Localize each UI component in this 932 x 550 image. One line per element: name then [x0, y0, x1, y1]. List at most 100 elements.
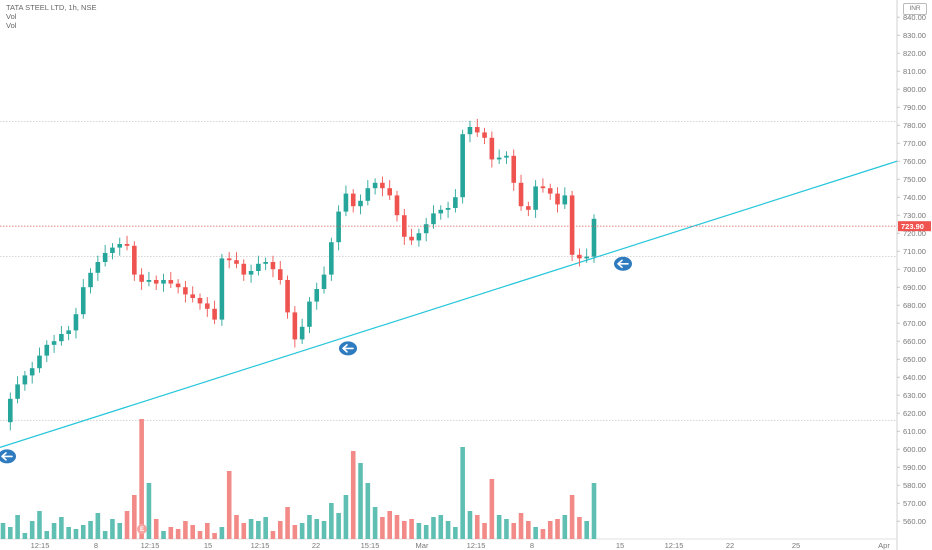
volume-bar: [314, 519, 320, 539]
volume-bar: [197, 531, 203, 539]
volume-bar: [248, 519, 254, 539]
candle-body: [183, 287, 188, 295]
candle-body: [29, 368, 35, 376]
volume-bar: [161, 531, 166, 539]
time-tick-label: 12:15: [251, 541, 270, 550]
volume-bar: [453, 527, 458, 539]
volume-bar: [234, 515, 239, 539]
candle-body: [22, 375, 28, 385]
candle-body: [504, 155, 509, 158]
candle-body: [146, 280, 152, 282]
price-tick-label: 680.00: [903, 301, 926, 310]
candle-body: [219, 258, 225, 320]
price-tick-label: 730.00: [903, 211, 926, 220]
currency-button[interactable]: INR: [903, 3, 927, 15]
candle-body: [292, 312, 298, 340]
candle-body: [526, 206, 531, 210]
volume-bar: [139, 419, 144, 539]
price-tick-label: 640.00: [903, 373, 926, 382]
time-tick-label: 8: [94, 541, 98, 550]
candle-body: [161, 280, 166, 284]
price-tick-label: 690.00: [903, 283, 926, 292]
candle-body: [540, 186, 546, 189]
last-price-label: 723.90: [901, 222, 924, 231]
volume-bar: [219, 527, 225, 539]
candle-body: [372, 182, 378, 189]
volume-bar: [80, 525, 86, 539]
price-axis: 560.00 570.00 580.00 590.00 600.00 610.00 620.…: [897, 13, 926, 526]
volume-bar: [540, 529, 546, 539]
volume-bar: [562, 515, 568, 539]
volume-bar: [336, 513, 341, 539]
volume-bar: [343, 495, 349, 539]
volume-bar: [496, 515, 502, 539]
candle-body: [110, 247, 115, 253]
volume-bar: [518, 513, 524, 539]
price-tick-label: 720.00: [903, 229, 926, 238]
volume-bar: [445, 521, 451, 539]
price-tick-label: 790.00: [903, 103, 926, 112]
trendline: [0, 160, 898, 448]
earnings-label: E: [140, 527, 144, 533]
candle-body: [263, 262, 268, 264]
candle-body: [460, 134, 465, 198]
volume-bar: [401, 521, 407, 539]
volume-bar: [482, 523, 487, 539]
volume-bar: [438, 515, 444, 539]
volume-bar: [577, 517, 582, 539]
price-tick-label: 670.00: [903, 319, 926, 328]
price-tick-label: 630.00: [903, 391, 926, 400]
volume-bar: [146, 483, 152, 539]
volume-bar: [241, 523, 247, 539]
chart-legend: TATA STEEL LTD, 1h, NSE Vol Vol: [6, 3, 96, 30]
volume-bar: [365, 483, 371, 539]
earnings-icon: [137, 524, 147, 534]
volume-bar: [95, 513, 101, 539]
volume-bar: [394, 515, 400, 539]
volume-bar: [168, 527, 174, 539]
volume-bar: [190, 525, 196, 539]
candle-body: [204, 303, 210, 309]
candle-body: [343, 193, 349, 212]
candle-body: [285, 280, 290, 313]
candle-body: [175, 283, 181, 288]
time-tick-label: 8: [530, 541, 534, 550]
candle-body: [51, 341, 57, 345]
price-tick-label: 760.00: [903, 157, 926, 166]
candle-body: [401, 215, 407, 237]
volume-bar: [117, 523, 123, 539]
candle-body: [212, 308, 217, 320]
candles: [7, 118, 597, 431]
candle-body: [409, 236, 414, 241]
volume-bar: [110, 519, 115, 539]
time-tick-label: Mar: [416, 541, 429, 550]
candle-body: [124, 244, 130, 246]
volume-bar: [372, 507, 378, 539]
arrow-glyph: [1, 452, 13, 461]
volume-bar: [183, 521, 188, 539]
candle-body: [88, 272, 93, 288]
time-tick-label: 22: [726, 541, 734, 550]
candle-body: [307, 301, 312, 327]
price-tick-label: 740.00: [903, 193, 926, 202]
time-tick-label: 25: [792, 541, 800, 550]
volume-bar: [59, 517, 64, 539]
candle-body: [394, 195, 400, 216]
volume-bar: [73, 529, 79, 539]
candle-body: [431, 213, 436, 225]
candle-body: [15, 384, 20, 399]
candle-body: [336, 211, 341, 243]
price-tick-label: 580.00: [903, 481, 926, 490]
volume-bar: [416, 523, 422, 539]
time-tick-label: 22: [312, 541, 320, 550]
volume-bar: [256, 521, 261, 539]
volume-bar: [124, 511, 130, 539]
candle-body: [453, 197, 458, 208]
candle-body: [95, 262, 101, 273]
candle-body: [7, 398, 13, 423]
candle-body: [44, 344, 50, 356]
volume-bar: [153, 519, 159, 539]
volume-bar: [467, 511, 473, 539]
